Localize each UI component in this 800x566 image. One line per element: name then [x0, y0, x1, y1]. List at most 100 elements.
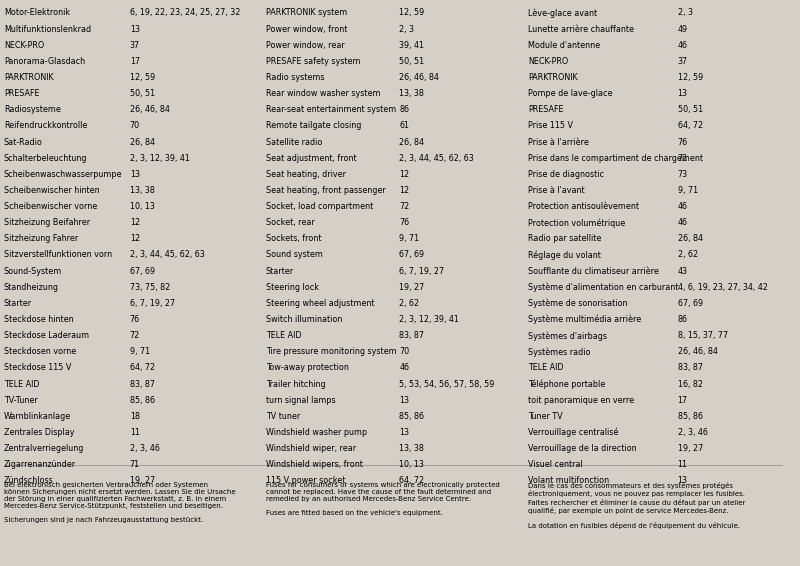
Text: Zigarrenanzünder: Zigarrenanzünder — [4, 460, 76, 469]
Text: Lève-glace avant: Lève-glace avant — [528, 8, 598, 18]
Text: TELE AID: TELE AID — [266, 331, 301, 340]
Text: 12: 12 — [399, 170, 410, 179]
Text: 13: 13 — [130, 24, 140, 33]
Text: Seat adjustment, front: Seat adjustment, front — [266, 154, 356, 162]
Text: 2, 3: 2, 3 — [399, 24, 414, 33]
Text: Fuses for consumers or systems which are electronically protected
cannot be repl: Fuses for consumers or systems which are… — [266, 482, 499, 516]
Text: Steckdose hinten: Steckdose hinten — [4, 315, 74, 324]
Text: Zentrales Display: Zentrales Display — [4, 428, 74, 437]
Text: 26, 46, 84: 26, 46, 84 — [678, 348, 718, 356]
Text: 115 V power socket: 115 V power socket — [266, 477, 345, 485]
Text: 11: 11 — [130, 428, 140, 437]
Text: 72: 72 — [678, 154, 688, 162]
Text: 2, 62: 2, 62 — [399, 299, 419, 308]
Text: Steckdose Laderaum: Steckdose Laderaum — [4, 331, 89, 340]
Text: 70: 70 — [130, 122, 140, 130]
Text: Steckdosen vorne: Steckdosen vorne — [4, 348, 76, 356]
Text: Scheibenwischer vorne: Scheibenwischer vorne — [4, 202, 97, 211]
Text: Visuel central: Visuel central — [528, 460, 583, 469]
Text: 12, 59: 12, 59 — [130, 73, 155, 82]
Text: Réglage du volant: Réglage du volant — [528, 250, 601, 260]
Text: Prise 115 V: Prise 115 V — [528, 122, 573, 130]
Text: Tow-away protection: Tow-away protection — [266, 363, 349, 372]
Text: TELE AID: TELE AID — [528, 363, 564, 372]
Text: 2, 3, 12, 39, 41: 2, 3, 12, 39, 41 — [130, 154, 190, 162]
Text: Bei elektronisch gesicherten Verbrauchern oder Systemen
können Sicherungen nicht: Bei elektronisch gesicherten Verbraucher… — [4, 482, 235, 523]
Text: Steering lock: Steering lock — [266, 283, 318, 291]
Text: Lunette arrière chauffante: Lunette arrière chauffante — [528, 24, 634, 33]
Text: 86: 86 — [678, 315, 687, 324]
Text: Sockets, front: Sockets, front — [266, 234, 321, 243]
Text: 2, 3: 2, 3 — [678, 8, 693, 18]
Text: Volant multifonction: Volant multifonction — [528, 477, 610, 485]
Text: Systèmes d'airbags: Systèmes d'airbags — [528, 331, 607, 341]
Text: 9, 71: 9, 71 — [130, 348, 150, 356]
Text: 16, 82: 16, 82 — [678, 379, 702, 388]
Text: 85, 86: 85, 86 — [399, 412, 424, 421]
Text: Power window, front: Power window, front — [266, 24, 347, 33]
Text: 12: 12 — [399, 186, 410, 195]
Text: 67, 69: 67, 69 — [399, 250, 425, 259]
Text: Standheizung: Standheizung — [4, 283, 59, 291]
Text: Scheibenwischer hinten: Scheibenwischer hinten — [4, 186, 99, 195]
Text: Windshield washer pump: Windshield washer pump — [266, 428, 366, 437]
Text: 19, 27: 19, 27 — [678, 444, 702, 453]
Text: 43: 43 — [678, 267, 687, 276]
Text: 64, 72: 64, 72 — [130, 363, 155, 372]
Text: Remote tailgate closing: Remote tailgate closing — [266, 122, 361, 130]
Text: Sat-Radio: Sat-Radio — [4, 138, 43, 147]
Text: 50, 51: 50, 51 — [130, 89, 155, 98]
Text: 86: 86 — [399, 105, 410, 114]
Text: 46: 46 — [399, 363, 410, 372]
Text: 10, 13: 10, 13 — [130, 202, 154, 211]
Text: 72: 72 — [130, 331, 140, 340]
Text: 18: 18 — [130, 412, 140, 421]
Text: 61: 61 — [399, 122, 410, 130]
Text: 13: 13 — [399, 396, 410, 405]
Text: Rear-seat entertainment system: Rear-seat entertainment system — [266, 105, 396, 114]
Text: 6, 19, 22, 23, 24, 25, 27, 32: 6, 19, 22, 23, 24, 25, 27, 32 — [130, 8, 240, 18]
Text: Reifendruckkontrolle: Reifendruckkontrolle — [4, 122, 87, 130]
Text: Système multimédia arrière: Système multimédia arrière — [528, 315, 642, 324]
Text: 5, 53, 54, 56, 57, 58, 59: 5, 53, 54, 56, 57, 58, 59 — [399, 379, 494, 388]
Text: 26, 84: 26, 84 — [399, 138, 424, 147]
Text: 46: 46 — [678, 41, 687, 50]
Text: Module d'antenne: Module d'antenne — [528, 41, 600, 50]
Text: 49: 49 — [678, 24, 688, 33]
Text: Protection antisoulèvement: Protection antisoulèvement — [528, 202, 639, 211]
Text: Warnblinkanlage: Warnblinkanlage — [4, 412, 71, 421]
Text: Steering wheel adjustment: Steering wheel adjustment — [266, 299, 374, 308]
Text: Socket, load compartment: Socket, load compartment — [266, 202, 373, 211]
Text: 76: 76 — [399, 218, 410, 227]
Text: 39, 41: 39, 41 — [399, 41, 424, 50]
Text: 70: 70 — [399, 348, 410, 356]
Text: Pompe de lave-glace: Pompe de lave-glace — [528, 89, 613, 98]
Text: 11: 11 — [678, 460, 687, 469]
Text: 10, 13: 10, 13 — [399, 460, 424, 469]
Text: 2, 3, 12, 39, 41: 2, 3, 12, 39, 41 — [399, 315, 459, 324]
Text: 12, 59: 12, 59 — [399, 8, 425, 18]
Text: TV-Tuner: TV-Tuner — [4, 396, 38, 405]
Text: 17: 17 — [130, 57, 140, 66]
Text: Système d'alimentation en carburant: Système d'alimentation en carburant — [528, 283, 678, 292]
Text: 46: 46 — [678, 202, 687, 211]
Text: 67, 69: 67, 69 — [130, 267, 155, 276]
Text: Radio par satellite: Radio par satellite — [528, 234, 602, 243]
Text: 2, 62: 2, 62 — [678, 250, 698, 259]
Text: Zündschloss: Zündschloss — [4, 477, 54, 485]
Text: 13, 38: 13, 38 — [399, 444, 424, 453]
Text: 13: 13 — [130, 170, 140, 179]
Text: PARKTRONIK: PARKTRONIK — [528, 73, 578, 82]
Text: 6, 7, 19, 27: 6, 7, 19, 27 — [130, 299, 175, 308]
Text: 2, 3, 44, 45, 62, 63: 2, 3, 44, 45, 62, 63 — [399, 154, 474, 162]
Text: Multifunktionslenkrad: Multifunktionslenkrad — [4, 24, 91, 33]
Text: Prise dans le compartiment de chargement: Prise dans le compartiment de chargement — [528, 154, 703, 162]
Text: 17: 17 — [678, 396, 688, 405]
Text: 26, 46, 84: 26, 46, 84 — [399, 73, 439, 82]
Text: 4, 6, 19, 23, 27, 34, 42: 4, 6, 19, 23, 27, 34, 42 — [678, 283, 767, 291]
Text: TV tuner: TV tuner — [266, 412, 300, 421]
Text: 37: 37 — [130, 41, 140, 50]
Text: 50, 51: 50, 51 — [399, 57, 425, 66]
Text: Radiosysteme: Radiosysteme — [4, 105, 61, 114]
Text: Tuner TV: Tuner TV — [528, 412, 563, 421]
